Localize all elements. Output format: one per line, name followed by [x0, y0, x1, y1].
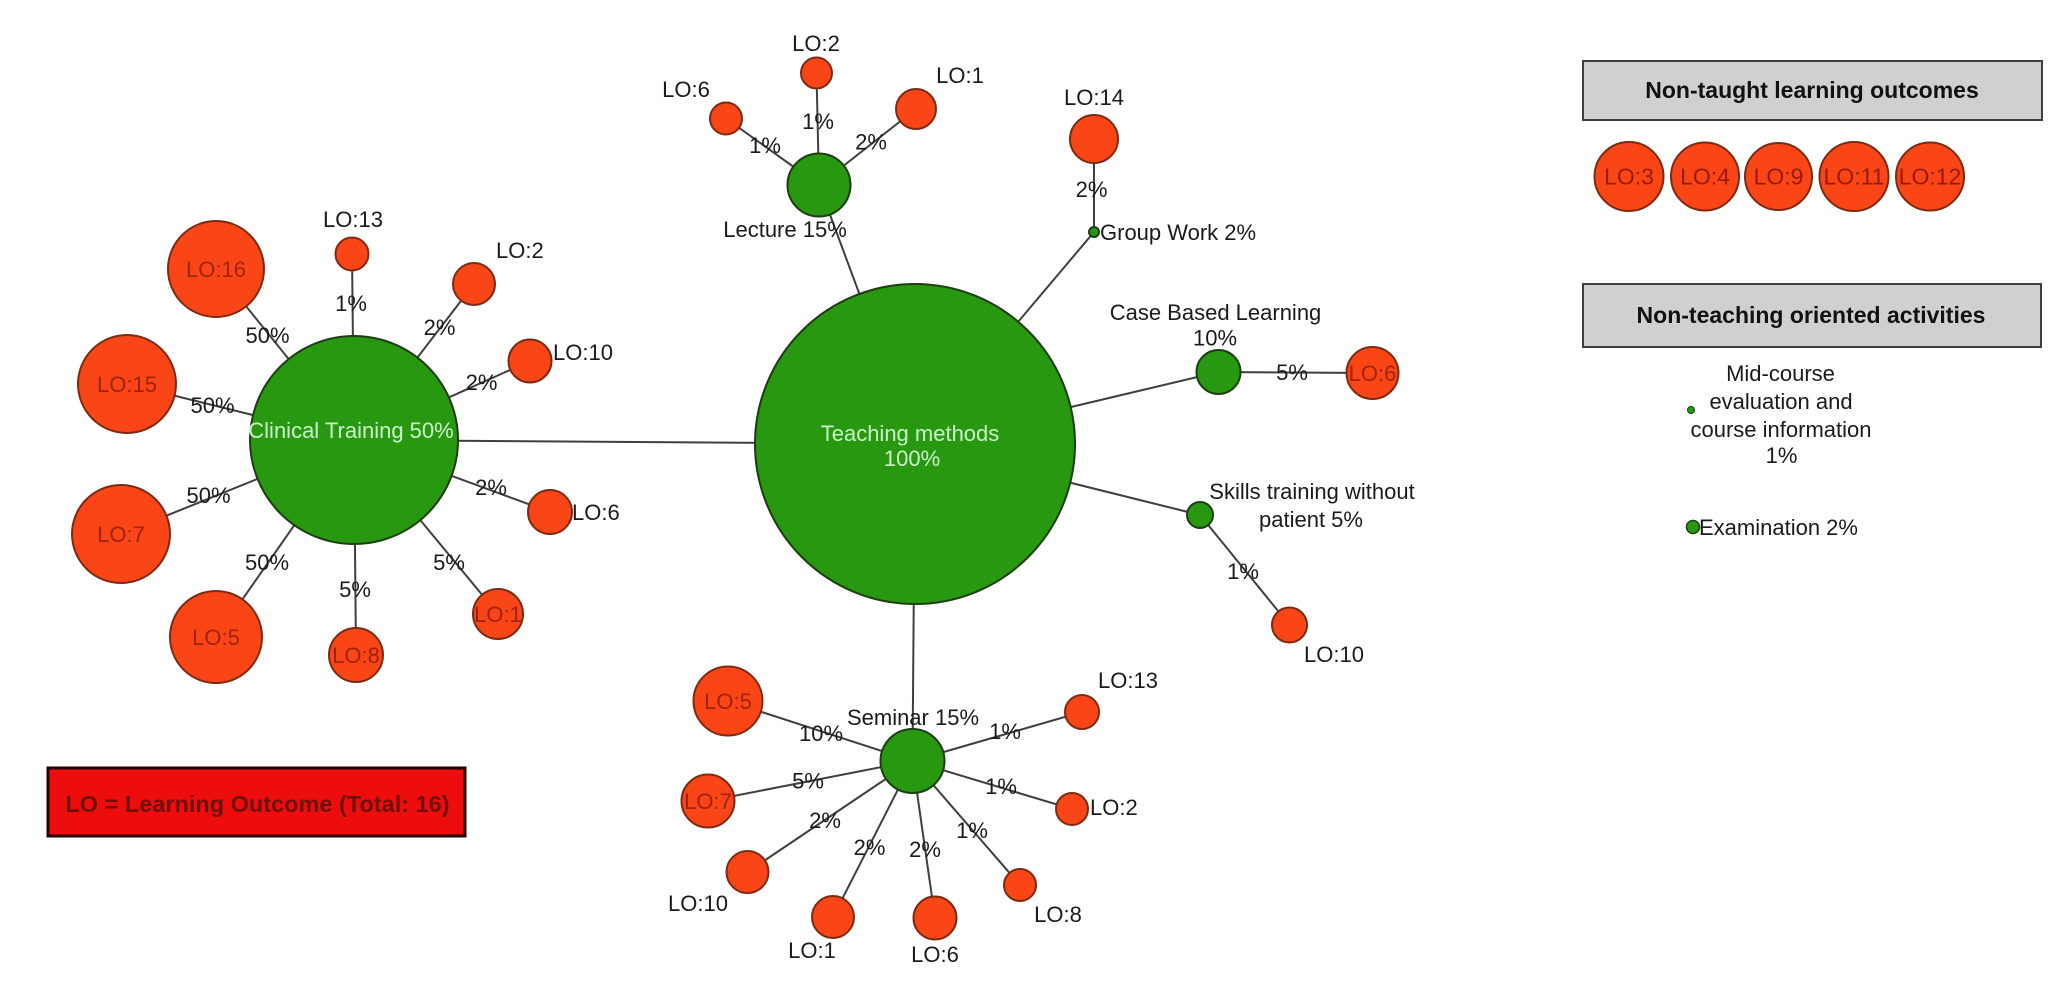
svg-text:5%: 5%	[792, 769, 824, 794]
svg-text:LO:10: LO:10	[668, 891, 728, 916]
svg-text:LO:1: LO:1	[936, 63, 984, 88]
svg-text:LO:6: LO:6	[662, 77, 710, 102]
svg-text:50%: 50%	[190, 393, 234, 418]
svg-text:LO:2: LO:2	[792, 31, 840, 56]
svg-text:LO:6: LO:6	[572, 500, 620, 525]
svg-text:5%: 5%	[339, 577, 371, 602]
svg-text:Case Based Learning: Case Based Learning	[1110, 300, 1322, 325]
svg-text:LO:5: LO:5	[192, 625, 240, 650]
svg-text:LO:10: LO:10	[1304, 642, 1364, 667]
svg-text:LO:2: LO:2	[1090, 795, 1138, 820]
svg-text:2%: 2%	[909, 837, 941, 862]
svg-text:1%: 1%	[989, 719, 1021, 744]
svg-text:50%: 50%	[245, 323, 289, 348]
svg-text:1%: 1%	[335, 291, 367, 316]
svg-text:LO:4: LO:4	[1680, 164, 1730, 190]
svg-text:LO:15: LO:15	[97, 372, 157, 397]
svg-text:LO:5: LO:5	[704, 689, 752, 714]
svg-text:Mid-course: Mid-course	[1726, 361, 1835, 386]
svg-text:LO:12: LO:12	[1899, 164, 1962, 190]
svg-text:10%: 10%	[1193, 326, 1237, 351]
svg-text:LO:8: LO:8	[1034, 902, 1082, 927]
svg-text:1%: 1%	[749, 133, 781, 158]
svg-text:50%: 50%	[245, 550, 289, 575]
svg-text:LO:9: LO:9	[1754, 164, 1804, 190]
svg-text:Clinical Training 50%: Clinical Training 50%	[248, 418, 453, 443]
svg-text:1%: 1%	[985, 774, 1017, 799]
svg-text:LO:6: LO:6	[911, 942, 959, 967]
svg-text:LO:3: LO:3	[1604, 164, 1654, 190]
svg-text:LO:8: LO:8	[332, 643, 380, 668]
svg-text:2%: 2%	[809, 808, 841, 833]
svg-text:10%: 10%	[799, 721, 843, 746]
svg-text:patient 5%: patient 5%	[1259, 507, 1363, 532]
svg-text:1%: 1%	[802, 109, 834, 134]
svg-text:1%: 1%	[956, 818, 988, 843]
svg-text:Examination 2%: Examination 2%	[1699, 515, 1858, 540]
svg-text:evaluation and: evaluation and	[1709, 389, 1852, 414]
svg-text:LO:13: LO:13	[1098, 668, 1158, 693]
svg-text:100%: 100%	[884, 446, 940, 471]
svg-text:Lecture 15%: Lecture 15%	[723, 217, 847, 242]
svg-text:Group Work 2%: Group Work 2%	[1100, 220, 1256, 245]
svg-text:LO:7: LO:7	[684, 789, 732, 814]
svg-text:5%: 5%	[1276, 360, 1308, 385]
svg-text:2%: 2%	[855, 130, 887, 155]
svg-text:2%: 2%	[466, 370, 498, 395]
svg-text:2%: 2%	[424, 315, 456, 340]
svg-text:50%: 50%	[186, 483, 230, 508]
svg-text:LO = Learning Outcome (Total:: LO = Learning Outcome (Total: 16)	[65, 791, 449, 817]
svg-text:LO:16: LO:16	[186, 257, 246, 282]
svg-text:Teaching methods: Teaching methods	[821, 421, 1000, 446]
svg-text:LO:11: LO:11	[1824, 164, 1885, 190]
svg-text:LO:2: LO:2	[496, 238, 544, 263]
svg-text:LO:1: LO:1	[474, 602, 522, 627]
svg-text:2%: 2%	[854, 835, 886, 860]
svg-text:2%: 2%	[475, 475, 507, 500]
svg-text:course information: course information	[1691, 417, 1872, 442]
svg-text:2%: 2%	[1076, 177, 1108, 202]
svg-text:5%: 5%	[433, 550, 465, 575]
svg-text:Skills training without: Skills training without	[1209, 479, 1414, 504]
svg-text:Non-taught learning outcomes: Non-taught learning outcomes	[1645, 77, 1979, 103]
svg-text:Non-teaching oriented activiti: Non-teaching oriented activities	[1637, 302, 1986, 328]
svg-text:LO:14: LO:14	[1064, 85, 1124, 110]
svg-text:LO:10: LO:10	[553, 340, 613, 365]
svg-text:LO:7: LO:7	[97, 522, 145, 547]
svg-text:LO:13: LO:13	[323, 207, 383, 232]
svg-text:Seminar 15%: Seminar 15%	[847, 705, 979, 730]
svg-text:LO:6: LO:6	[1349, 361, 1397, 386]
svg-text:1%: 1%	[1227, 559, 1259, 584]
svg-text:1%: 1%	[1766, 443, 1798, 468]
svg-text:LO:1: LO:1	[788, 938, 836, 963]
